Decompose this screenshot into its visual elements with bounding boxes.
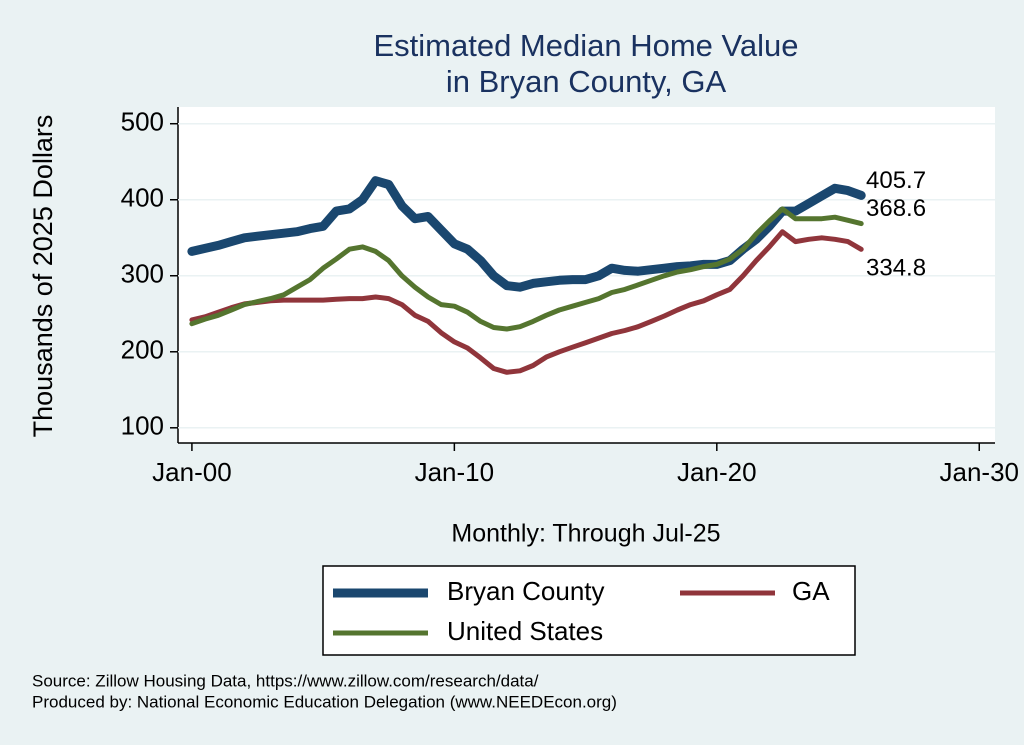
x-tick-label: Jan-30 (940, 457, 1020, 487)
y-tick-label: 200 (121, 335, 164, 365)
legend (322, 565, 856, 656)
source-note: Produced by: National Economic Education… (32, 692, 617, 711)
chart-title: Estimated Median Home Value (373, 28, 798, 63)
end-label: 334.8 (866, 255, 926, 282)
line (189, 229, 864, 375)
chart-title: in Bryan County, GA (446, 64, 727, 99)
x-tick-label: Jan-00 (152, 457, 232, 487)
line (189, 206, 864, 332)
x-tick-label: Jan-10 (415, 457, 495, 487)
x-tick-label: Jan-20 (677, 457, 757, 487)
legend-label: Bryan County (447, 576, 605, 606)
y-tick-label: 300 (121, 259, 164, 289)
x-axis-title: Monthly: Through Jul-25 (451, 520, 720, 548)
end-label: 368.6 (866, 195, 926, 222)
legend-label: United States (447, 616, 603, 646)
legend-label: GA (792, 576, 830, 606)
y-tick-label: 100 (121, 411, 164, 441)
source-note: Source: Zillow Housing Data, https://www… (32, 671, 539, 690)
y-tick-label: 500 (121, 107, 164, 137)
y-axis-title: Thousands of 2025 Dollars (28, 115, 58, 438)
y-tick-label: 400 (121, 183, 164, 213)
end-label: 405.7 (866, 167, 926, 194)
